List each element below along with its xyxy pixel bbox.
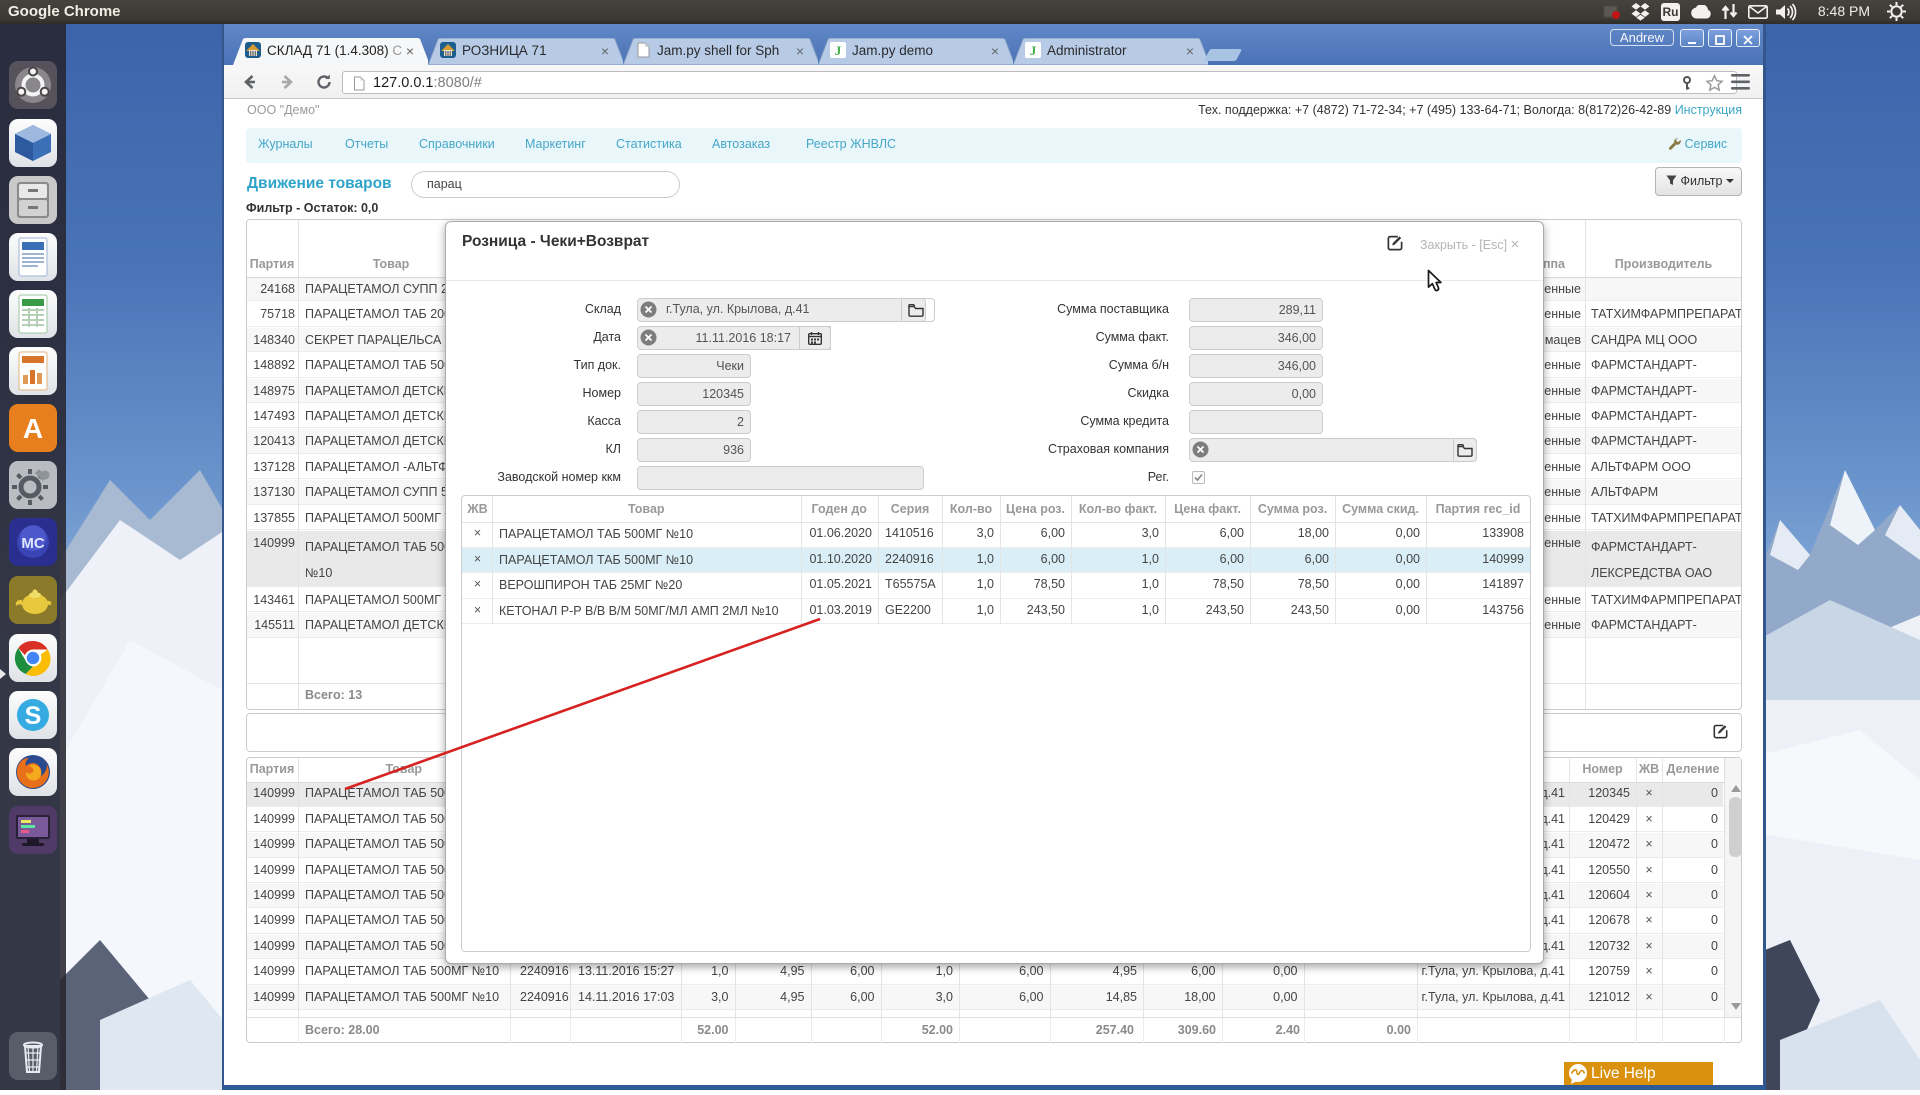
svg-text:A: A <box>23 413 43 444</box>
svg-text:J: J <box>1030 43 1037 58</box>
svg-text:MC: MC <box>21 535 44 552</box>
svg-text:S: S <box>25 702 42 730</box>
svg-text:J: J <box>835 43 842 58</box>
